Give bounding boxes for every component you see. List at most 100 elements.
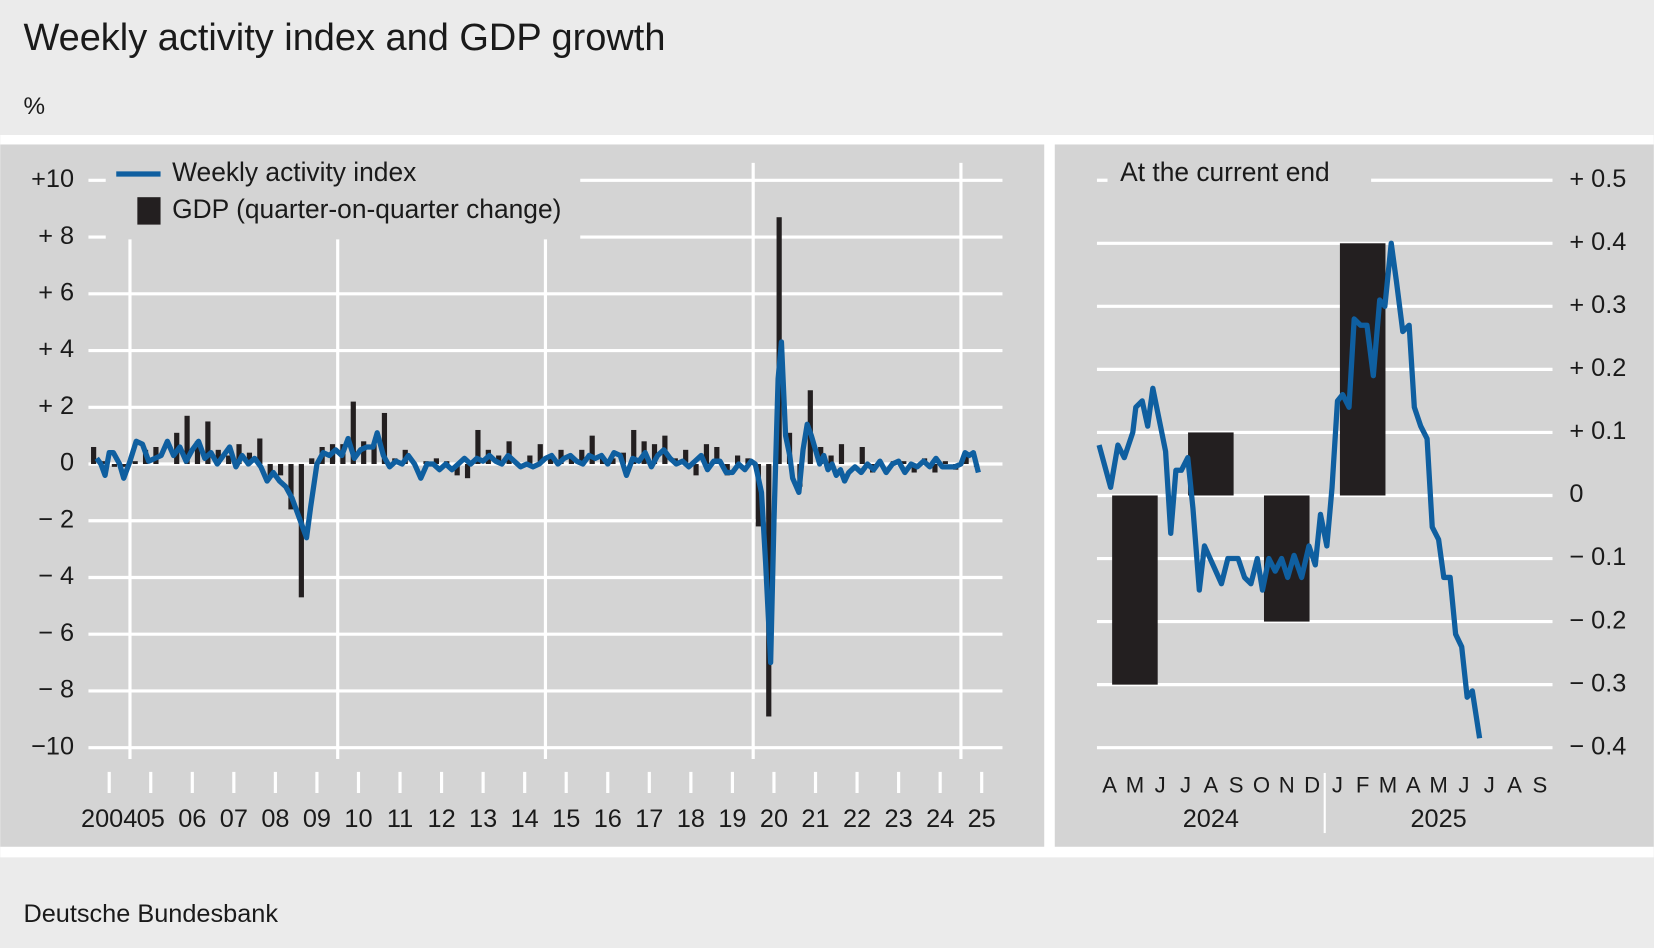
bar: [184, 415, 190, 465]
bar: [963, 452, 969, 465]
unit-label: %: [23, 93, 45, 120]
bar: [579, 449, 585, 465]
legend-mask: [105, 152, 581, 240]
bar: [277, 464, 284, 476]
bar: [381, 412, 388, 465]
x-tick-label: 05: [137, 805, 165, 833]
bar: [1339, 243, 1386, 496]
legend-label: Weekly activity index: [172, 157, 416, 187]
x-tick-label: M: [1126, 773, 1144, 798]
x-tick-label: A: [1507, 773, 1522, 798]
bar: [226, 455, 232, 465]
bar: [132, 461, 138, 465]
x-tick-label: S: [1532, 773, 1547, 798]
x-tick-label: 14: [511, 805, 539, 833]
y-tick-label: − 2: [38, 505, 74, 533]
x-tick-label: 23: [885, 805, 913, 833]
bar: [205, 421, 211, 465]
bar: [246, 452, 253, 465]
bar: [589, 435, 595, 465]
x-tick-label: J: [1484, 773, 1495, 798]
x-tick-label: 17: [635, 805, 663, 833]
x-tick-label: O: [1253, 773, 1270, 798]
x-tick-label: J: [1332, 773, 1343, 798]
y-tick-label: + 4: [38, 335, 74, 363]
y-tick-label: − 0.1: [1569, 543, 1626, 571]
bar: [454, 464, 460, 476]
x-tick-label: 18: [677, 805, 705, 833]
x-tick-label: D: [1304, 773, 1320, 798]
y-tick-label: + 0.1: [1569, 417, 1626, 445]
y-tick-label: + 0.5: [1569, 165, 1626, 193]
y-tick-label: + 6: [38, 278, 74, 306]
y-tick-label: − 0.3: [1569, 669, 1626, 697]
x-tick-label: A: [1203, 773, 1218, 798]
chart-title: At the current end: [1120, 157, 1330, 187]
y-tick-label: −10: [31, 732, 74, 760]
bar: [236, 444, 242, 465]
x-group-label: 2025: [1410, 805, 1466, 833]
bar: [350, 401, 356, 465]
y-tick-label: − 0.4: [1569, 732, 1626, 760]
bar: [122, 464, 128, 467]
x-tick-label: 10: [344, 805, 372, 833]
bar: [1188, 432, 1234, 496]
bar: [537, 444, 543, 465]
bar: [818, 446, 824, 465]
bar: [506, 441, 512, 465]
y-tick-label: − 0.2: [1569, 606, 1626, 634]
bar: [371, 444, 377, 465]
bar: [735, 455, 741, 465]
x-tick-label: 2004: [81, 805, 137, 833]
x-tick-label: 25: [968, 805, 996, 833]
bar: [683, 449, 689, 465]
bar: [693, 464, 699, 476]
y-tick-label: + 0.4: [1569, 228, 1626, 256]
x-tick-label: 09: [303, 805, 331, 833]
bar: [631, 429, 637, 465]
legend-label: GDP (quarter-on-quarter change): [172, 194, 561, 224]
bar: [527, 455, 533, 465]
x-tick-label: 21: [801, 805, 829, 833]
bar: [942, 461, 948, 465]
bar: [101, 461, 107, 465]
bar: [610, 458, 616, 465]
bar: [475, 429, 481, 465]
y-tick-label: − 8: [38, 676, 74, 704]
x-tick-label: F: [1356, 773, 1370, 798]
bar: [932, 464, 938, 473]
bar: [838, 444, 845, 465]
bar: [714, 446, 720, 465]
y-tick-label: +10: [31, 165, 74, 193]
y-tick-label: 0: [60, 449, 74, 477]
bar: [111, 464, 117, 467]
bar: [361, 441, 367, 465]
bar: [464, 464, 471, 479]
x-tick-label: 13: [469, 805, 497, 833]
bar: [755, 464, 761, 527]
y-tick-label: − 6: [38, 619, 74, 647]
x-tick-label: M: [1379, 773, 1397, 798]
x-group-label: 2024: [1183, 805, 1239, 833]
bar: [1112, 495, 1158, 685]
y-tick-label: + 2: [38, 392, 74, 420]
bar: [309, 458, 315, 465]
bar: [776, 217, 782, 465]
x-tick-label: 15: [552, 805, 580, 833]
x-tick-label: J: [1458, 773, 1469, 798]
y-tick-label: + 0.2: [1569, 354, 1626, 382]
x-tick-label: 16: [594, 805, 622, 833]
x-tick-label: A: [1102, 773, 1117, 798]
x-tick-label: J: [1155, 773, 1166, 798]
source: Deutsche Bundesbank: [23, 900, 278, 928]
bar: [267, 464, 273, 476]
x-tick-label: 19: [718, 805, 746, 833]
bar: [215, 449, 221, 465]
x-tick-label: N: [1279, 773, 1295, 798]
bar: [194, 441, 201, 465]
x-tick-label: S: [1229, 773, 1244, 798]
x-tick-label: J: [1180, 773, 1191, 798]
x-tick-label: M: [1429, 773, 1447, 798]
bar: [828, 455, 834, 465]
